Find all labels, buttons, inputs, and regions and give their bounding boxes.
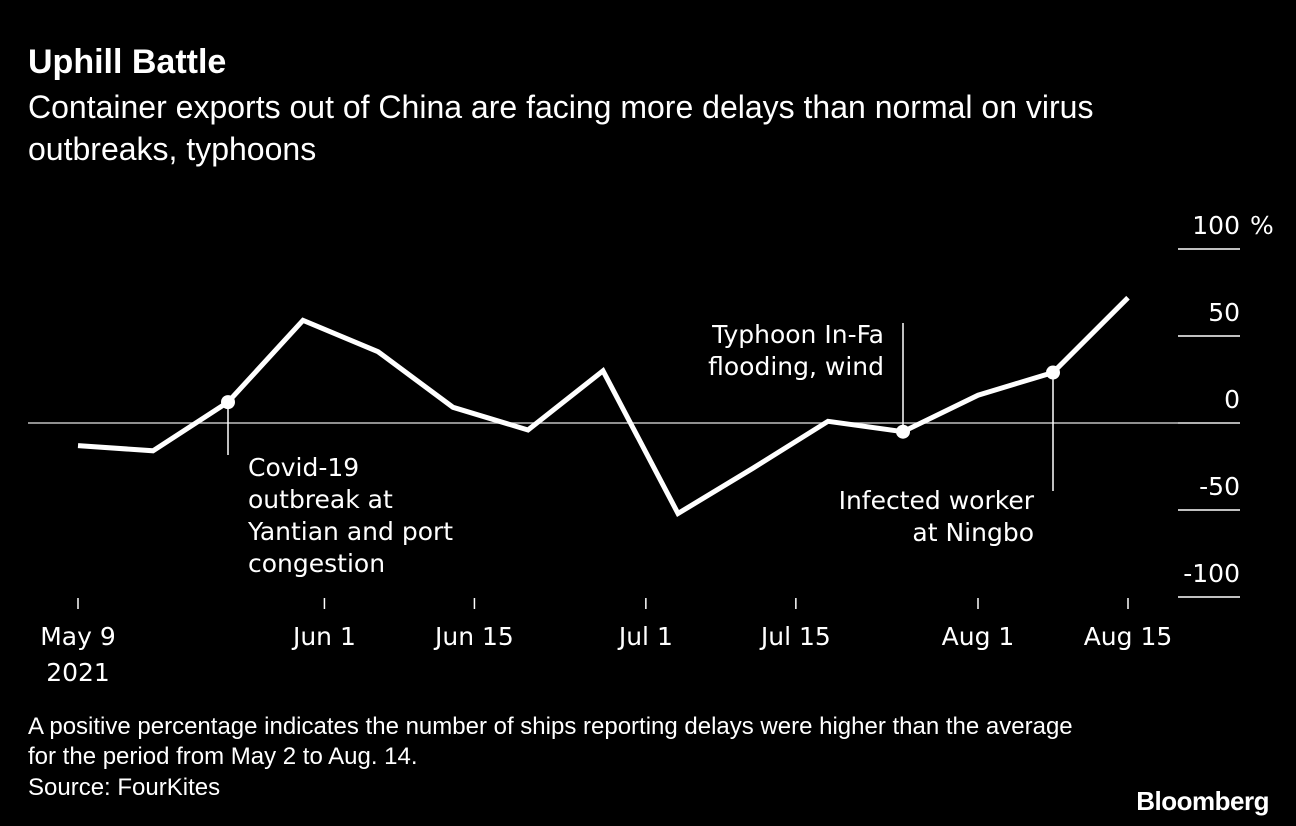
chart-title: Uphill Battle xyxy=(28,43,227,81)
y-tick-label: 100 xyxy=(1192,211,1240,240)
series-line xyxy=(77,295,1130,518)
annotation-text: Yantian and port xyxy=(247,517,453,546)
y-tick-label: -100 xyxy=(1183,559,1240,588)
y-tick-label: -50 xyxy=(1199,472,1240,501)
annotation-text: at Ningbo xyxy=(912,518,1034,547)
x-tick-label: Jun 15 xyxy=(433,622,514,651)
chart-footnote: A positive percentage indicates the numb… xyxy=(28,713,1073,770)
y-tick-label: 50 xyxy=(1208,298,1240,327)
annotation-text: Typhoon In-Fa xyxy=(711,320,884,349)
annotation-dot xyxy=(221,395,235,410)
annotation-text: flooding, wind xyxy=(708,352,884,381)
chart-source: Source: FourKites xyxy=(28,774,221,801)
x-tick-label: Aug 1 xyxy=(942,622,1015,651)
annotation-text: Covid-19 xyxy=(248,453,359,482)
bloomberg-logo: Bloomberg xyxy=(1136,786,1269,816)
x-tick-label: Jun 1 xyxy=(291,622,356,651)
annotation-text: Infected worker xyxy=(839,486,1035,515)
x-tick-label: Jul 1 xyxy=(617,622,673,651)
annotation-dot xyxy=(896,424,910,439)
x-tick-label: May 9 xyxy=(40,622,116,651)
chart-subtitle: Container exports out of China are facin… xyxy=(28,89,1094,167)
y-unit-label: % xyxy=(1250,211,1274,240)
y-tick-label: 0 xyxy=(1224,385,1240,414)
annotation-dot xyxy=(1046,365,1060,380)
x-tick-label: Aug 15 xyxy=(1084,622,1173,651)
annotation-text: congestion xyxy=(248,549,385,578)
x-tick-sublabel: 2021 xyxy=(46,658,110,687)
x-tick-label: Jul 15 xyxy=(759,622,831,651)
annotation-text: outbreak at xyxy=(248,485,393,514)
